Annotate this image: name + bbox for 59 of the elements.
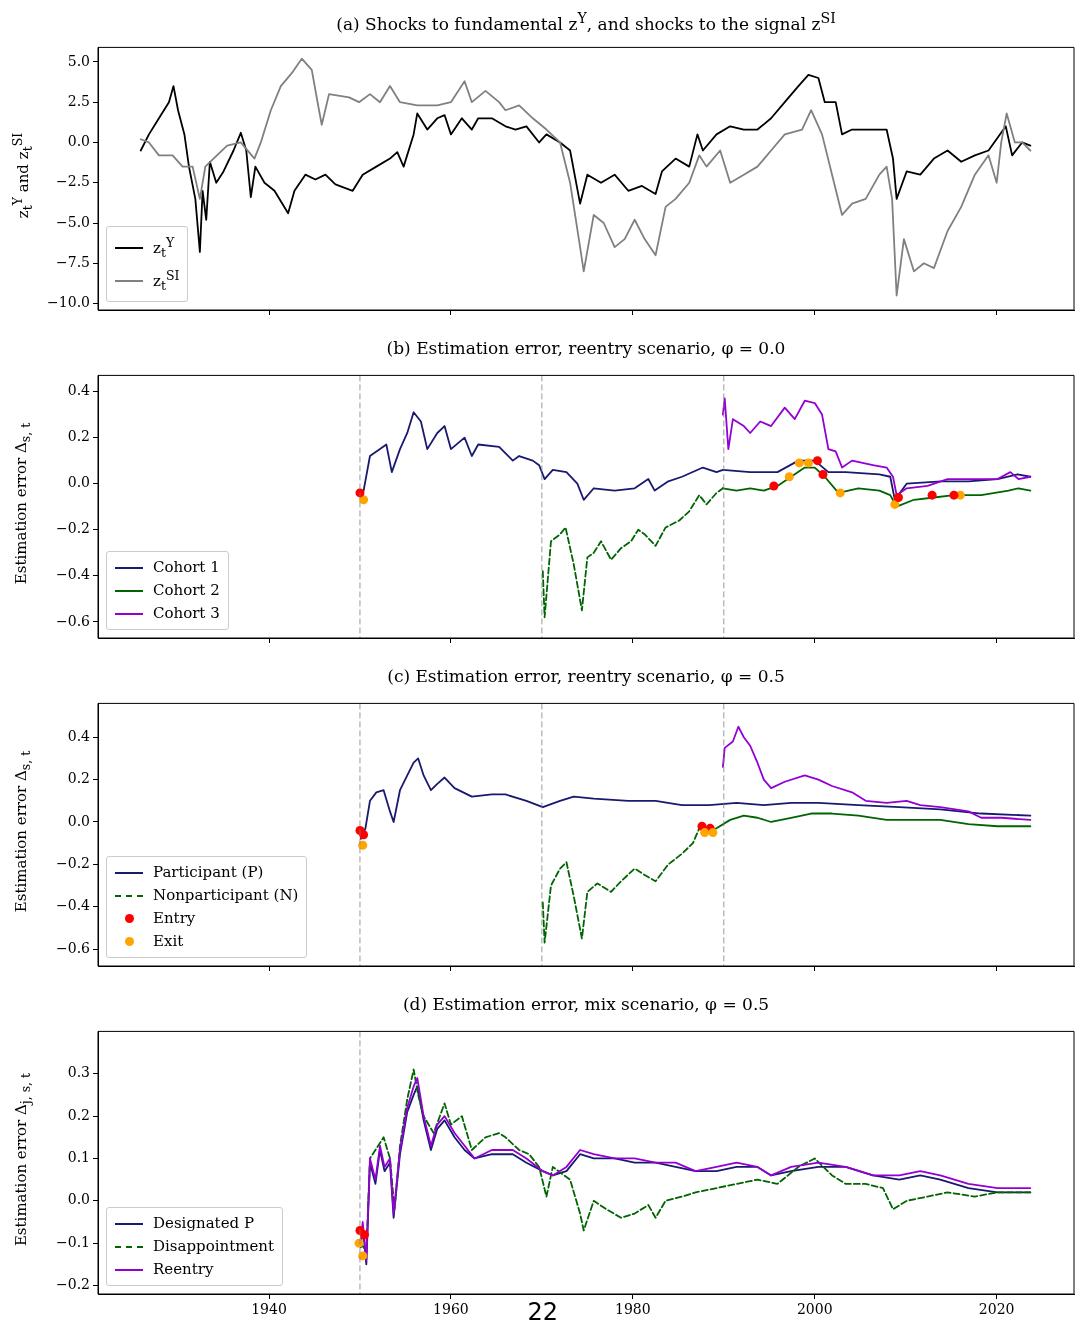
- chart-title: (a) Shocks to fundamental z$^{Y}$, and shocks to the signal z$^{SI}$: [335, 10, 837, 34]
- legend-label: Cohort 1: [153, 557, 220, 578]
- y-tick-label: −0.2: [56, 1276, 90, 1293]
- y-tick-label: 0.2: [67, 770, 90, 787]
- y-tick-label: −0.1: [56, 1233, 90, 1250]
- x-tick-label: 1980: [615, 1301, 651, 1318]
- x-tick-label: 1940: [251, 1301, 287, 1318]
- point: [794, 458, 804, 468]
- x-tick-label: 2020: [978, 1301, 1015, 1318]
- point: [949, 490, 959, 500]
- legend-label: Exit: [153, 931, 184, 952]
- y-tick-label: −0.6: [56, 939, 91, 956]
- y-tick-label: −10.0: [47, 294, 90, 311]
- y-tick-label: 0.3: [67, 1064, 90, 1081]
- y-tick-label: −5.0: [56, 213, 90, 230]
- y-tick-label: 0.0: [67, 812, 90, 829]
- y-tick-label: 5.0: [67, 52, 90, 69]
- y-tick-label: −0.2: [56, 854, 90, 871]
- point: [784, 472, 794, 482]
- point: [927, 490, 937, 500]
- y-tick-label: 2.5: [67, 92, 90, 109]
- legend-label: Entry: [153, 908, 196, 929]
- legend-label: Cohort 3: [153, 603, 220, 624]
- point: [890, 499, 900, 509]
- point: [359, 830, 369, 840]
- y-tick-label: 0.0: [67, 133, 90, 150]
- point: [803, 458, 813, 468]
- y-tick-label: −0.4: [56, 566, 91, 583]
- y-tick-label: 0.0: [67, 1191, 90, 1208]
- point: [893, 492, 903, 502]
- legend-label: Designated P: [153, 1213, 254, 1234]
- y-tick-label: 0.4: [67, 727, 91, 744]
- legend-label: Nonparticipant (N): [153, 885, 299, 906]
- point: [818, 469, 828, 479]
- legend-label: Reentry: [153, 1259, 214, 1280]
- y-tick-label: −2.5: [56, 173, 90, 190]
- y-tick-label: 0.0: [67, 474, 90, 491]
- legend-label: Participant (P): [153, 862, 264, 883]
- legend-label: Cohort 2: [153, 580, 220, 601]
- y-tick-label: −7.5: [56, 253, 90, 270]
- y-tick-label: −0.6: [56, 612, 91, 629]
- x-tick-label: 1960: [433, 1301, 469, 1318]
- chart-title: (d) Estimation error, mix scenario, φ = 0.5: [401, 994, 771, 1014]
- y-tick-label: 0.2: [67, 1106, 90, 1123]
- point: [812, 456, 822, 466]
- legend-label: Disappointment: [153, 1236, 274, 1257]
- chart-title: (b) Estimation error, reentry scenario, φ = 0.0: [385, 338, 787, 358]
- y-tick-label: 0.1: [67, 1149, 90, 1166]
- point: [700, 828, 710, 838]
- y-tick-label: −0.4: [56, 897, 91, 914]
- y-tick-label: 0.2: [67, 428, 90, 445]
- y-tick-label: 0.4: [67, 382, 91, 399]
- text: 22: [527, 1298, 558, 1324]
- chart-title: (c) Estimation error, reentry scenario, φ = 0.5: [386, 666, 786, 686]
- point: [708, 828, 718, 838]
- point: [769, 481, 779, 491]
- point: [835, 488, 845, 498]
- x-tick-label: 2000: [796, 1301, 833, 1318]
- y-tick-label: −0.2: [56, 520, 90, 537]
